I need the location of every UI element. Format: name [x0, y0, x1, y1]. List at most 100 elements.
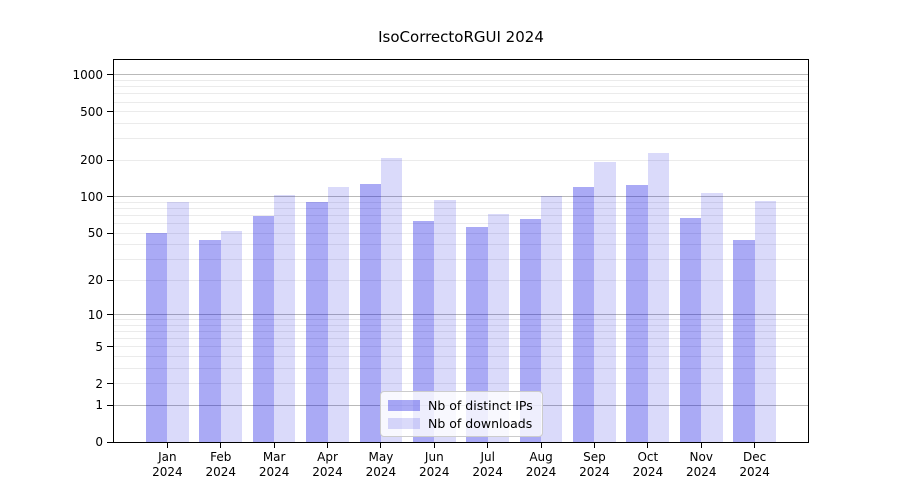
x-axis-tick-label: Aug 2024: [525, 450, 557, 479]
gridline-minor: [114, 331, 808, 333]
bar-distinct-ips-mar: [252, 216, 275, 442]
bar-downloads-mar: [274, 195, 296, 442]
legend-label-downloads: Nb of downloads: [428, 415, 533, 431]
x-tick-mark: [273, 442, 275, 448]
bar-downloads-dec: [754, 201, 776, 442]
legend-item-distinct-ips: Nb of distinct IPs: [388, 398, 535, 413]
x-axis-tick-label: May 2024: [365, 450, 397, 479]
gridline-minor: [114, 223, 808, 225]
gridline-minor: [114, 324, 808, 326]
gridline-minor: [114, 80, 808, 82]
bar-distinct-ips-jun: [412, 221, 435, 442]
gridline-minor: [114, 279, 808, 281]
gridline-minor: [114, 355, 808, 357]
legend-swatch-downloads-icon: [388, 417, 420, 429]
gridline-minor: [114, 111, 808, 113]
x-tick-mark: [593, 442, 595, 448]
y-tick-mark: [107, 441, 113, 443]
gridline-minor: [114, 319, 808, 321]
x-tick-mark: [487, 442, 489, 448]
bar-downloads-nov: [701, 193, 723, 442]
bar-distinct-ips-jul: [466, 227, 488, 442]
gridline-minor: [114, 86, 808, 88]
bar-distinct-ips-oct: [626, 184, 648, 442]
y-tick-mark: [107, 346, 113, 348]
x-tick-mark: [220, 442, 222, 448]
gridline-minor: [114, 244, 808, 246]
x-tick-mark: [433, 442, 435, 448]
x-tick-mark: [647, 442, 649, 448]
x-tick-mark: [380, 442, 382, 448]
x-axis-tick-label: Sep 2024: [579, 450, 610, 479]
x-tick-mark: [754, 442, 756, 448]
x-tick-mark: [700, 442, 702, 448]
gridline-major: [114, 74, 808, 76]
y-axis-tick-label: 2: [95, 376, 103, 391]
y-axis-tick-label: 500: [80, 104, 103, 119]
bar-distinct-ips-feb: [199, 239, 221, 442]
gridline-minor: [114, 259, 808, 261]
gridline-major: [114, 196, 808, 198]
legend-swatch-distinct-ips-icon: [388, 399, 420, 411]
bar-downloads-sep: [594, 162, 616, 442]
gridline-minor: [114, 215, 808, 217]
x-axis-tick-label: Jul 2024: [472, 450, 503, 479]
y-axis-tick-label: 0: [95, 435, 103, 449]
y-axis-tick-label: 20: [87, 273, 103, 288]
x-axis-tick-label: Apr 2024: [312, 450, 343, 479]
y-axis-tick-label: 200: [80, 153, 103, 168]
gridline-minor: [114, 93, 808, 95]
bar-distinct-ips-jan: [146, 233, 168, 442]
bar-downloads-feb: [220, 231, 243, 442]
bar-distinct-ips-apr: [306, 202, 328, 442]
bar-distinct-ips-aug: [519, 218, 542, 442]
gridline-minor: [114, 383, 808, 385]
x-tick-mark: [166, 442, 168, 448]
bar-distinct-ips-sep: [573, 187, 595, 442]
x-axis-tick-label: Feb 2024: [205, 450, 237, 479]
x-axis-tick-label: Mar 2024: [258, 450, 290, 479]
y-tick-mark: [107, 383, 113, 385]
bar-distinct-ips-may: [359, 183, 381, 442]
y-axis-tick-label: 50: [87, 226, 103, 241]
gridline-minor: [114, 201, 808, 203]
gridline-minor: [114, 367, 808, 369]
gridline-minor: [114, 338, 808, 340]
y-axis-tick-label: 10: [87, 307, 103, 322]
y-tick-mark: [107, 404, 113, 406]
gridline-minor: [114, 346, 808, 348]
x-tick-mark: [327, 442, 329, 448]
bar-downloads-jul: [487, 214, 510, 442]
bar-downloads-oct: [647, 153, 670, 442]
x-axis-tick-label: Oct 2024: [632, 450, 664, 479]
bar-downloads-may: [380, 157, 403, 442]
bar-downloads-jan: [167, 201, 189, 442]
bar-downloads-aug: [541, 196, 563, 442]
bar-downloads-apr: [327, 187, 349, 442]
y-axis-tick-label: 1000: [72, 67, 103, 82]
y-axis-tick-label: 100: [80, 189, 103, 204]
gridline-minor: [114, 232, 808, 234]
gridline-minor: [114, 123, 808, 125]
plot-area: Nb of distinct IPs Nb of downloads: [113, 59, 809, 443]
gridline-minor: [114, 101, 808, 103]
gridline-major: [114, 314, 808, 316]
y-tick-mark: [107, 314, 113, 316]
legend-label-distinct-ips: Nb of distinct IPs: [428, 397, 533, 413]
x-axis-tick-label: Dec 2024: [739, 450, 770, 479]
y-tick-mark: [107, 159, 113, 161]
y-tick-mark: [107, 232, 113, 234]
y-tick-mark: [107, 74, 113, 76]
x-axis-tick-label: Nov 2024: [685, 450, 717, 479]
x-axis-tick-label: Jan 2024: [152, 450, 183, 479]
y-tick-mark: [107, 111, 113, 113]
y-axis-tick-label: 1: [95, 398, 103, 413]
y-axis-tick-label: 5: [95, 339, 103, 354]
x-axis-tick-label: Jun 2024: [419, 450, 450, 479]
x-tick-mark: [540, 442, 542, 448]
gridline-minor: [114, 159, 808, 161]
bar-distinct-ips-nov: [679, 217, 702, 442]
bar-distinct-ips-dec: [733, 239, 755, 442]
y-tick-mark: [107, 196, 113, 198]
